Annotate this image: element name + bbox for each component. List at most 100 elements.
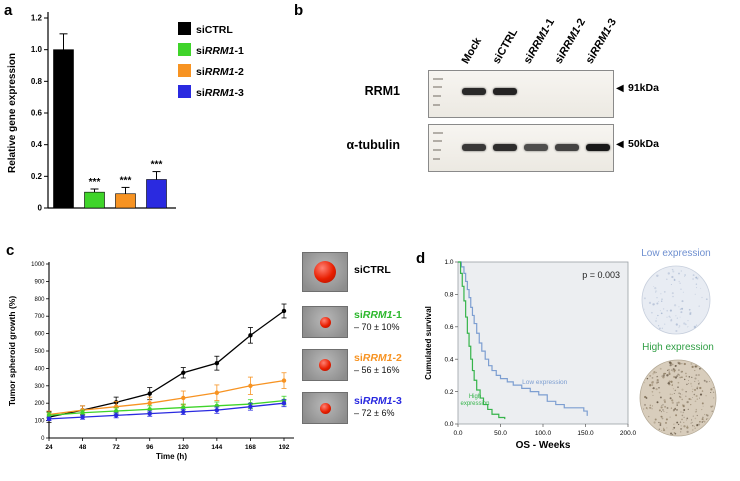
molecular-weight-label: 50kDa (628, 138, 659, 150)
plot-background (457, 261, 629, 425)
y-tick-label: 100 (34, 419, 45, 425)
legend-label: siRRM1-3 (196, 87, 244, 99)
spheroid (319, 402, 331, 414)
x-axis-title: OS - Weeks (516, 440, 571, 451)
legend-swatch (178, 64, 191, 77)
significance-stars: *** (151, 160, 163, 171)
histology-core-image (639, 359, 717, 437)
y-tick-label: 700 (34, 314, 45, 320)
y-tick-label: 200 (34, 401, 45, 407)
ladder-mark (433, 86, 442, 88)
data-point (214, 360, 220, 366)
spheroid-name: siRRM1-3 (354, 395, 402, 407)
panel-a-label: a (4, 2, 13, 19)
x-tick-label: 24 (45, 444, 53, 451)
y-tick-label: 0.8 (444, 292, 453, 299)
series-line (48, 379, 285, 416)
blot-box (428, 70, 614, 118)
x-tick-label: 100.0 (535, 430, 552, 437)
left-arrow-icon: ◀ (616, 83, 624, 94)
data-point (80, 410, 85, 415)
series-line (48, 402, 285, 420)
bar (84, 191, 105, 209)
gene-expression-bar-chart: 0 0.2 0.4 0.6 0.8 1.0 1.2 Relative gene express… (7, 12, 244, 213)
significance-stars: *** (120, 175, 132, 186)
bar (146, 179, 167, 209)
data-point (181, 370, 186, 375)
x-tick-label: 168 (245, 444, 256, 451)
spheroid-name: siRRM1-1 (354, 309, 402, 321)
y-tick-label: 600 (34, 332, 45, 338)
legend-label: siRRM1-2 (196, 66, 244, 78)
protein-band (555, 144, 579, 151)
protein-band (493, 88, 517, 95)
panel-b-western-blot: b Mock siCTRL siRRM1-1 siRRM1-2 siRRM1-3 RRM1… (288, 0, 740, 238)
y-tick-label: 1.2 (31, 14, 43, 23)
y-tick-label: 0.4 (31, 140, 43, 149)
data-point (281, 308, 287, 314)
kaplan-meier-chart: 0.0 0.2 0.4 0.6 0.8 1.0 0.0 50.0 100.0 150.0 200.0… (424, 259, 637, 451)
y-tick-label: 300 (34, 384, 45, 390)
series-line (48, 310, 285, 418)
spheroid-label: siRRM1-2– 56 ± 16% (354, 352, 402, 375)
protein-band (524, 144, 548, 151)
data-point (181, 409, 186, 415)
data-point (147, 391, 152, 396)
y-tick-label: 0.2 (31, 172, 43, 181)
histology-image-column: Low expression High expression (639, 248, 717, 437)
ladder-mark (433, 78, 443, 80)
ladder-mark (433, 95, 441, 97)
x-tick-label: 120 (178, 444, 189, 451)
panel-d-survival: d 0.0 0.2 0.4 0.6 0.8 1.0 0.0 50.0 100.0 150.0 200… (412, 238, 740, 481)
histology-core-image (641, 265, 711, 335)
x-tick-label: 50.0 (494, 430, 507, 437)
y-tick-label: 800 (34, 297, 45, 303)
lane-label: siCTRL (490, 26, 521, 67)
spheroid-reduction-value: – 72 ± 6% (354, 408, 395, 418)
legend-swatch (178, 22, 191, 35)
lane-label: siRRM1-2 (552, 16, 589, 66)
data-point (214, 390, 220, 395)
panel-a-gene-expression: a 0 0.2 0.4 0.6 0.8 1.0 1.2 Relative gene expre… (4, 0, 288, 238)
spheroid (319, 359, 331, 371)
spheroid-image-list: siCTRL siRRM1-1– 70 ± 10% siRRM1-2– 56 ± 1… (302, 244, 412, 476)
y-tick-label: 1.0 (31, 45, 43, 54)
molecular-weight-label: 91kDa (628, 82, 659, 94)
data-point (80, 414, 85, 420)
legend-swatch (178, 43, 191, 56)
data-point (46, 416, 52, 422)
y-tick-label: 0.0 (444, 421, 453, 428)
data-point (113, 408, 119, 414)
spheroid-label: siRRM1-3– 72 ± 6% (354, 395, 402, 418)
spheroid-label: siRRM1-1– 70 ± 10% (354, 309, 402, 332)
panel-d-label: d (416, 250, 426, 267)
x-tick-label: 144 (211, 444, 222, 451)
x-tick-label: 72 (113, 444, 121, 451)
legend-item: siCTRL (178, 22, 233, 36)
x-axis-title: Time (h) (156, 452, 187, 461)
data-point (113, 413, 119, 418)
lane-label: Mock (459, 35, 485, 66)
legend-item: siRRM1-1 (178, 43, 244, 57)
spheroid-image (302, 252, 348, 292)
x-tick-label: 0.0 (453, 430, 462, 437)
lane-label: siRRM1-3 (583, 16, 620, 66)
p-value: p = 0.003 (582, 270, 620, 280)
y-tick-label: 900 (34, 279, 45, 285)
bar-chart-root: 0 0.2 0.4 0.6 0.8 1.0 1.2 Relative gene express… (7, 12, 244, 213)
protein-label: α-tubulin (346, 138, 401, 152)
protein-label: RRM1 (364, 84, 400, 98)
legend-label: siCTRL (196, 24, 233, 36)
significance-stars: *** (89, 177, 101, 188)
bar (115, 193, 136, 209)
line-chart-root: 0 100 200 300 400 500 600 700 800 900 1000 24 48 72 96… (7, 262, 294, 461)
y-tick-label: 0.6 (31, 109, 43, 118)
y-tick-label: 500 (34, 349, 45, 355)
protein-band (586, 144, 610, 151)
spheroid (314, 261, 336, 283)
ladder-mark (433, 132, 443, 134)
y-tick-label: 0.8 (31, 77, 43, 86)
data-point (46, 413, 52, 418)
spheroid-name: siRRM1-2 (354, 352, 402, 364)
